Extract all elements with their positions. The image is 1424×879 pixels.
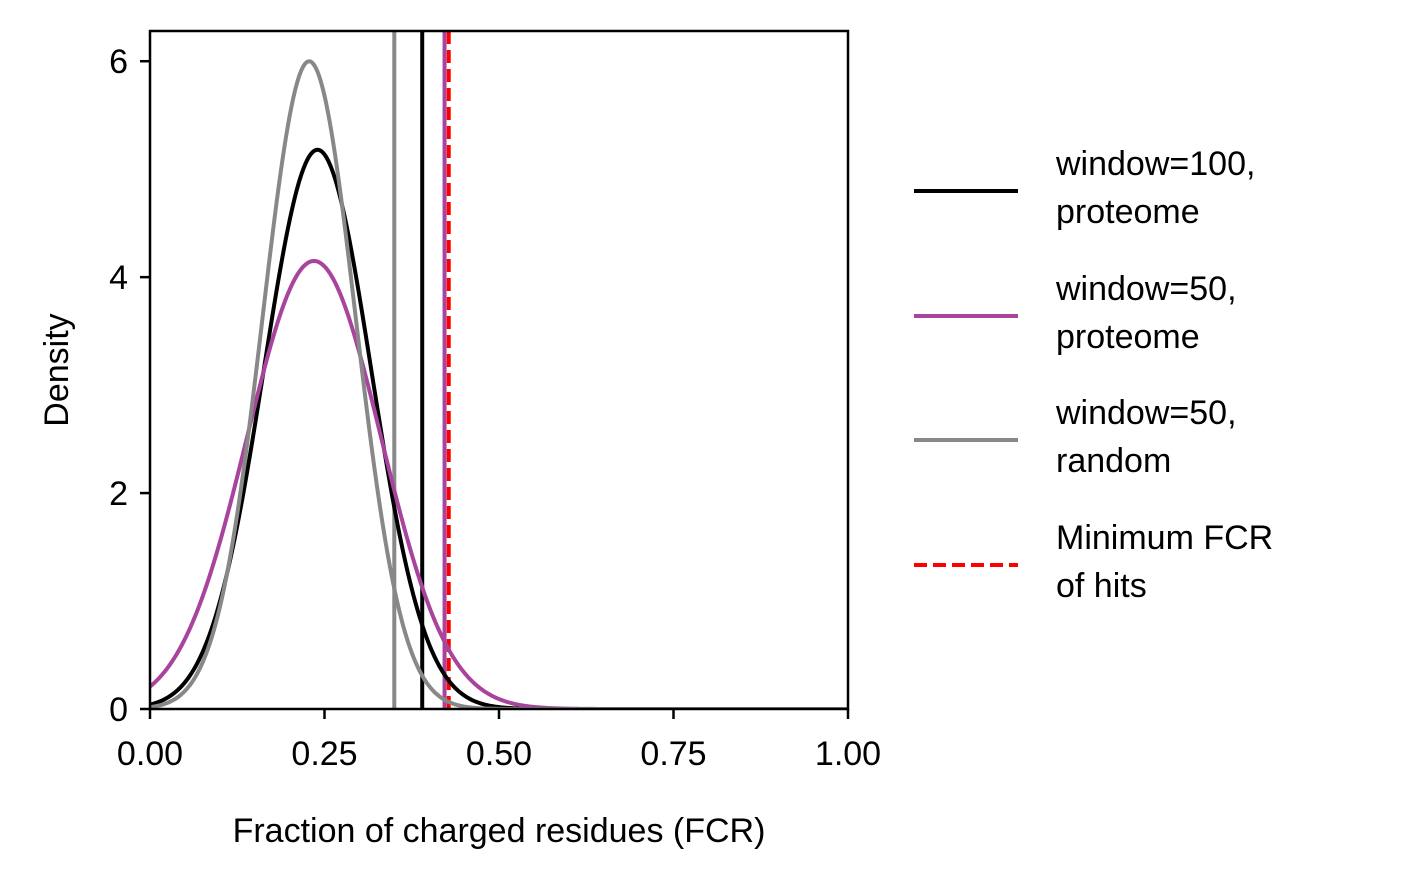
x-tick-label: 0.25 [291,735,357,773]
x-tick-label: 0.00 [117,735,183,773]
y-axis-label: Density [38,313,76,426]
plot-area [148,29,850,711]
y-tick-label: 0 [109,691,128,729]
x-axis-ticks: 0.00 0.25 0.50 0.75 1.00 [117,709,881,773]
legend-label-0: proteome [1056,193,1200,231]
y-axis-ticks: 0 2 4 6 [109,43,150,729]
density-curve-1 [150,258,848,709]
x-tick-label: 0.50 [466,735,532,773]
density-curve-2 [150,59,848,709]
legend-label-3: of hits [1056,567,1147,605]
x-tick-label: 0.75 [640,735,706,773]
y-tick-label: 2 [109,475,128,513]
legend-label-0: window=100, [1055,145,1255,183]
legend-label-1: window=50, [1055,270,1237,308]
x-axis-label: Fraction of charged residues (FCR) [233,812,766,850]
legend: window=100, proteome window=50, proteome win… [914,145,1273,605]
density-curve-0 [150,147,848,709]
legend-label-2: window=50, [1055,394,1237,432]
legend-label-3: Minimum FCR [1056,519,1273,557]
y-tick-label: 6 [109,43,128,81]
legend-label-2: random [1056,442,1171,480]
y-tick-label: 4 [109,259,128,297]
x-tick-label: 1.00 [815,735,881,773]
plot-curves [150,31,848,709]
legend-label-1: proteome [1056,318,1200,356]
